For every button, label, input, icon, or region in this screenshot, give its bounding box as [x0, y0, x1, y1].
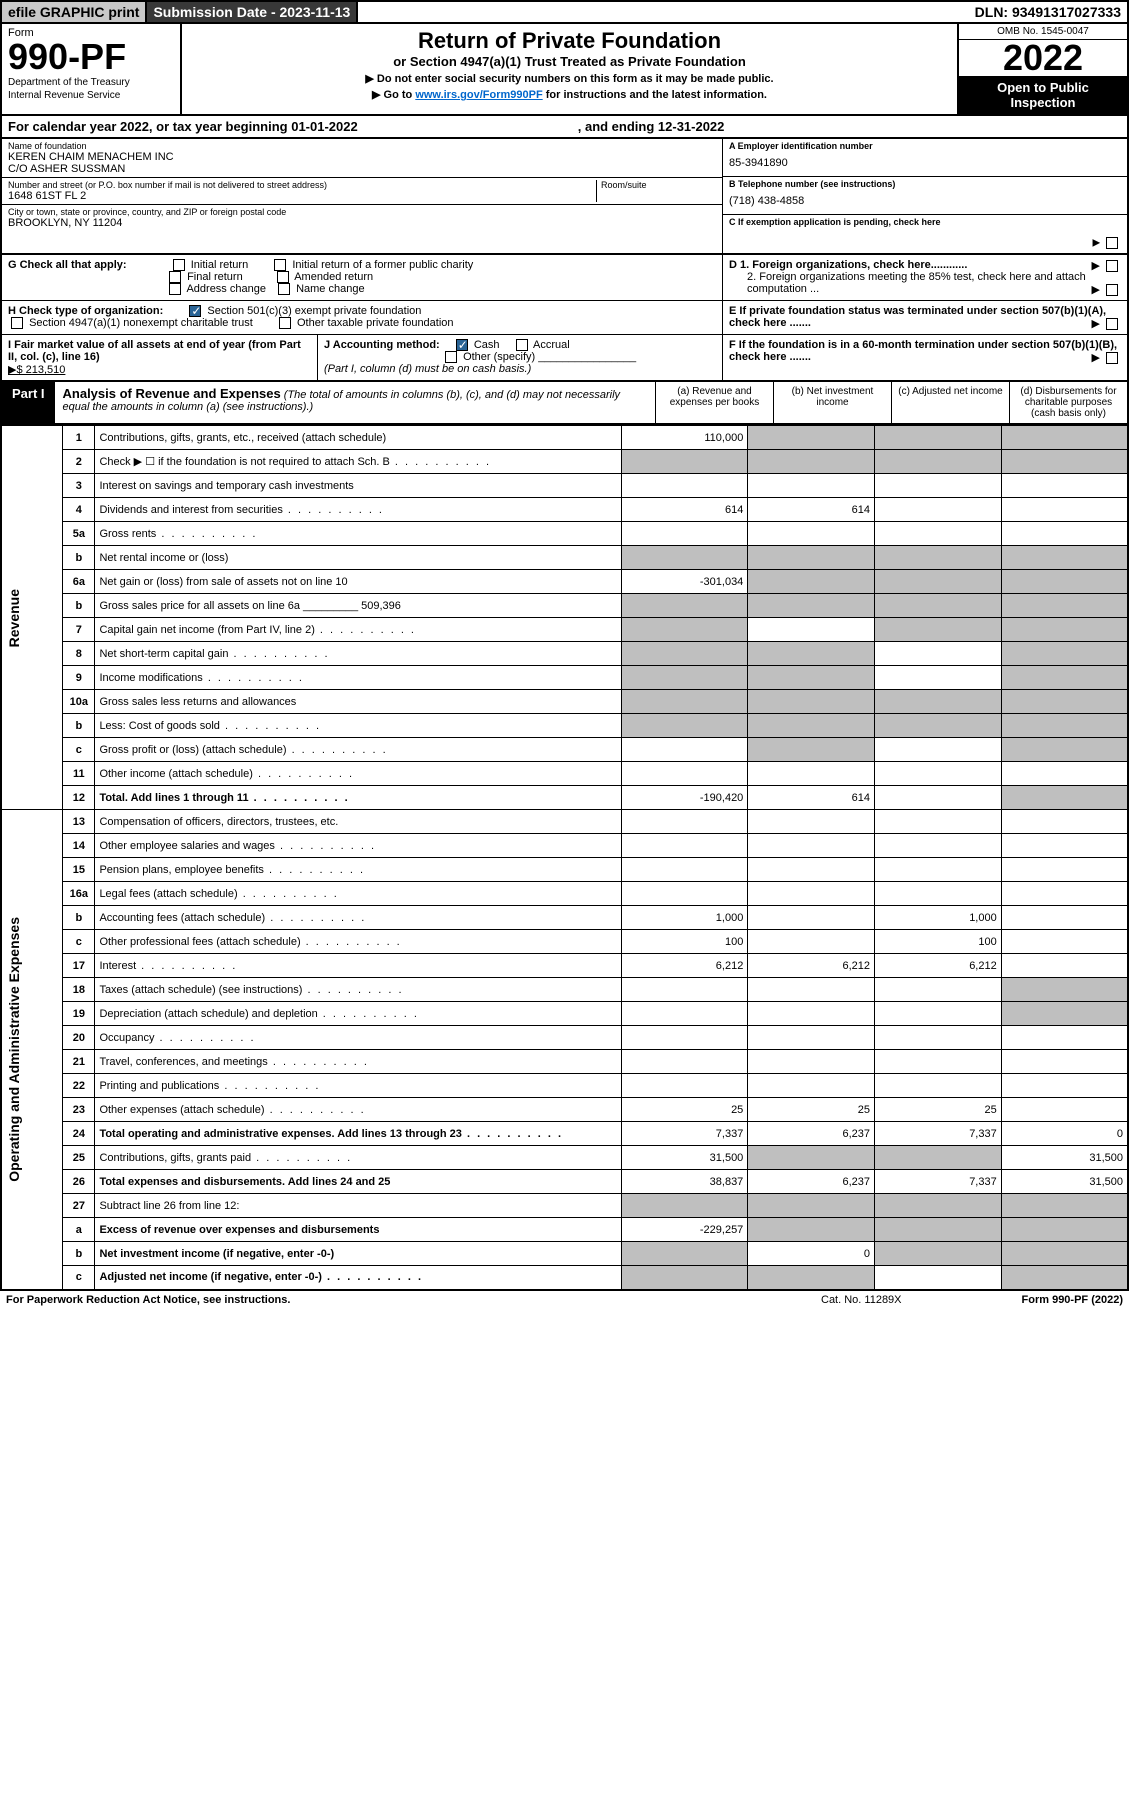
instr-2: ▶ Go to www.irs.gov/Form990PF for instru…: [192, 88, 947, 101]
check-c[interactable]: [1106, 237, 1118, 249]
foundation-name-1: KEREN CHAIM MENACHEM INC: [8, 151, 716, 163]
col-d: (d) Disbursements for charitable purpose…: [1009, 382, 1127, 423]
tel-label: B Telephone number (see instructions): [729, 179, 1121, 189]
dln: DLN: 93491317027333: [969, 2, 1127, 22]
foundation-name-2: C/O ASHER SUSSMAN: [8, 163, 716, 175]
form-title: Return of Private Foundation: [192, 28, 947, 54]
col-c: (c) Adjusted net income: [891, 382, 1009, 423]
check-cash[interactable]: [456, 339, 468, 351]
irs: Internal Revenue Service: [8, 90, 174, 101]
part1-header: Part I Analysis of Revenue and Expenses …: [0, 382, 1129, 425]
row-h: H Check type of organization: Section 50…: [0, 301, 1129, 335]
check-501c3[interactable]: [189, 305, 201, 317]
row-ij: I Fair market value of all assets at end…: [0, 335, 1129, 382]
name-label: Name of foundation: [8, 141, 716, 151]
page-footer: For Paperwork Reduction Act Notice, see …: [0, 1291, 1129, 1309]
tax-year: 2022: [959, 40, 1127, 76]
col-a: (a) Revenue and expenses per books: [655, 382, 773, 423]
part1-table: Revenue1Contributions, gifts, grants, et…: [0, 425, 1129, 1291]
ein: 85-3941890: [729, 157, 1121, 169]
room-label: Room/suite: [601, 180, 716, 190]
open-public: Open to Public Inspection: [959, 76, 1127, 114]
top-bar: efile GRAPHIC print Submission Date - 20…: [0, 0, 1129, 24]
city: BROOKLYN, NY 11204: [8, 217, 716, 229]
col-b: (b) Net investment income: [773, 382, 891, 423]
efile-label[interactable]: efile GRAPHIC print: [2, 2, 147, 22]
instr-1: ▶ Do not enter social security numbers o…: [192, 72, 947, 85]
row-g: G Check all that apply: Initial return I…: [0, 255, 1129, 301]
ein-label: A Employer identification number: [729, 141, 1121, 151]
submission-date: Submission Date - 2023-11-13: [147, 2, 358, 22]
irs-link[interactable]: www.irs.gov/Form990PF: [415, 89, 542, 101]
city-label: City or town, state or province, country…: [8, 207, 716, 217]
form-header: Form 990-PF Department of the Treasury I…: [0, 24, 1129, 116]
telephone: (718) 438-4858: [729, 195, 1121, 207]
street-addr: 1648 61ST FL 2: [8, 190, 596, 202]
part1-label: Part I: [2, 382, 55, 423]
fmv-value: ▶$ 213,510: [8, 364, 65, 376]
line-c: C If exemption application is pending, c…: [729, 217, 941, 227]
addr-label: Number and street (or P.O. box number if…: [8, 180, 596, 190]
calendar-year-row: For calendar year 2022, or tax year begi…: [0, 116, 1129, 139]
form-number: 990-PF: [8, 39, 174, 75]
form-subtitle: or Section 4947(a)(1) Trust Treated as P…: [192, 54, 947, 69]
dept: Department of the Treasury: [8, 77, 174, 88]
identity-block: Name of foundation KEREN CHAIM MENACHEM …: [0, 139, 1129, 255]
